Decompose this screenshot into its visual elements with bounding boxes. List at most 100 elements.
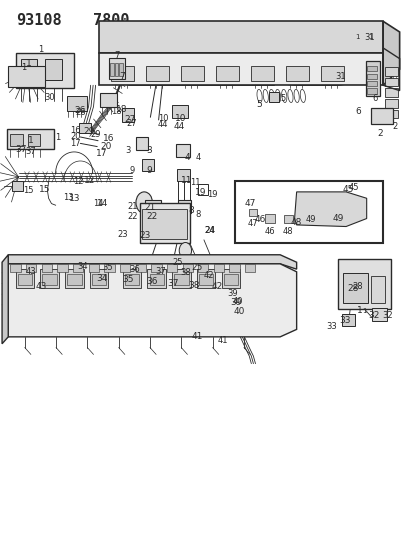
Bar [214, 264, 224, 272]
Bar [119, 63, 123, 76]
Text: 1: 1 [357, 306, 363, 314]
Bar [79, 123, 91, 133]
Text: 25: 25 [173, 258, 183, 266]
Text: 14: 14 [96, 199, 108, 208]
Bar [167, 264, 177, 272]
Bar [142, 209, 187, 239]
Bar [286, 66, 309, 81]
Bar [385, 88, 398, 97]
Bar [251, 66, 274, 81]
Text: 22: 22 [128, 213, 138, 221]
Text: 36: 36 [146, 277, 157, 286]
Text: 20: 20 [100, 142, 112, 150]
Text: 11: 11 [190, 178, 201, 187]
Text: 13: 13 [69, 195, 81, 203]
Text: 1: 1 [55, 133, 60, 142]
Text: 14: 14 [93, 199, 103, 208]
Bar [385, 99, 398, 108]
Text: 32: 32 [382, 311, 393, 320]
Text: 19: 19 [207, 190, 218, 198]
Polygon shape [8, 255, 297, 269]
Text: 7: 7 [114, 51, 120, 60]
Text: 10: 10 [158, 114, 168, 123]
Bar [284, 215, 293, 223]
Bar [199, 274, 213, 285]
Text: 1: 1 [39, 45, 44, 54]
Ellipse shape [249, 201, 257, 216]
Text: 17: 17 [70, 139, 81, 148]
Text: 44: 44 [173, 122, 185, 131]
Bar [385, 67, 398, 76]
Text: 3: 3 [126, 146, 131, 155]
Bar [151, 264, 162, 272]
Bar [355, 46, 368, 62]
Bar [104, 264, 115, 272]
Text: 24: 24 [204, 226, 216, 235]
Text: 35: 35 [102, 263, 112, 272]
Bar [245, 264, 255, 272]
Ellipse shape [301, 208, 306, 218]
Bar [198, 264, 208, 272]
Text: 29: 29 [83, 127, 94, 136]
Bar [18, 274, 32, 285]
Bar [8, 66, 45, 87]
Text: 33: 33 [326, 322, 337, 330]
Text: 38: 38 [180, 269, 191, 277]
Bar [265, 214, 275, 223]
Bar [150, 274, 164, 285]
Bar [249, 209, 257, 216]
Text: 46: 46 [265, 228, 276, 236]
Text: 22: 22 [146, 213, 157, 221]
Text: 45: 45 [349, 183, 360, 192]
Text: 1: 1 [28, 136, 34, 144]
Bar [10, 134, 23, 146]
Polygon shape [295, 192, 367, 227]
Text: 13: 13 [63, 193, 73, 201]
Bar [321, 66, 344, 81]
Bar [28, 134, 40, 146]
Bar [197, 269, 215, 288]
Bar [181, 66, 204, 81]
Bar [174, 274, 189, 285]
Text: 38: 38 [189, 281, 200, 289]
Bar [342, 314, 355, 326]
Bar [142, 159, 154, 171]
Bar [73, 264, 83, 272]
Bar [92, 274, 106, 285]
Bar [147, 269, 166, 288]
Bar [178, 200, 191, 213]
Text: 23: 23 [117, 230, 128, 239]
Text: 25: 25 [191, 263, 203, 272]
Text: 42: 42 [204, 271, 215, 279]
Bar [89, 264, 99, 272]
Bar [222, 269, 240, 288]
Text: 12: 12 [73, 177, 84, 185]
Text: 33: 33 [339, 317, 351, 325]
Bar [111, 66, 134, 81]
Bar [229, 264, 240, 272]
Text: 21: 21 [145, 204, 156, 212]
Text: 8: 8 [195, 211, 201, 219]
Text: 16: 16 [70, 126, 81, 135]
Bar [224, 274, 238, 285]
Text: 39: 39 [230, 298, 241, 307]
Text: 93108: 93108 [16, 13, 62, 28]
Text: 37: 37 [155, 268, 166, 276]
Text: 43: 43 [35, 282, 47, 291]
Text: 24: 24 [205, 226, 215, 235]
Text: 1: 1 [26, 60, 32, 68]
Text: 40: 40 [233, 308, 245, 316]
Bar [372, 308, 387, 321]
Ellipse shape [265, 205, 275, 223]
Text: 39: 39 [227, 289, 238, 297]
Bar [120, 264, 130, 272]
Bar [176, 144, 190, 157]
Text: 1: 1 [363, 308, 367, 314]
Bar [216, 66, 239, 81]
Text: 17: 17 [96, 149, 108, 158]
Bar [172, 269, 191, 288]
Text: 18: 18 [116, 105, 128, 114]
Bar [269, 92, 279, 102]
Bar [109, 58, 125, 79]
Text: 1: 1 [21, 63, 26, 72]
